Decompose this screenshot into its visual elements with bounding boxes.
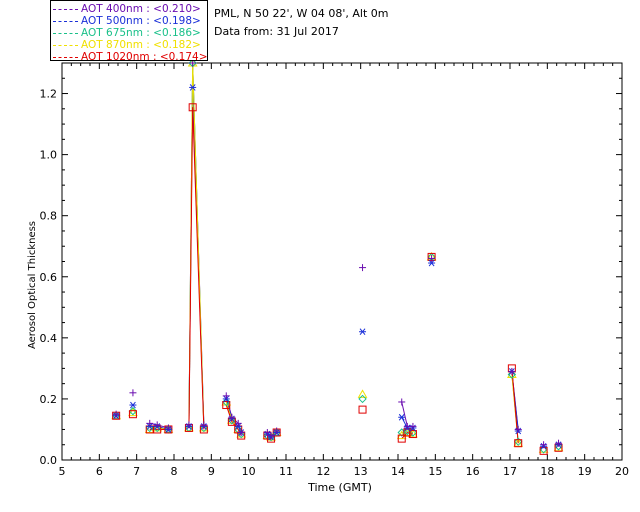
x-tick-label: 9 [208, 465, 215, 478]
legend-label-1020nm: AOT 1020nm : <0.174> [81, 51, 208, 63]
point-400nm [234, 419, 242, 427]
y-tick-label: 0.4 [40, 332, 58, 345]
point-1020nm [128, 410, 137, 419]
y-axis-label: Aerosol Optical Thickness [27, 221, 38, 349]
point-400nm [555, 439, 563, 447]
legend-swatch-870nm [53, 44, 78, 46]
series-lines [149, 62, 519, 444]
x-tick-label: 20 [615, 465, 629, 478]
x-tick-label: 18 [540, 465, 554, 478]
series-line-segment-4 [188, 107, 194, 428]
point-400nm [263, 429, 271, 437]
point-500nm [129, 401, 137, 409]
point-1020nm [514, 439, 523, 448]
legend-entry-400nm: AOT 400nm : <0.210> [53, 3, 201, 15]
point-400nm [237, 429, 245, 437]
point-1020nm [222, 401, 231, 410]
point-400nm [164, 424, 172, 432]
legend-entry-870nm: AOT 870nm : <0.182> [53, 39, 201, 51]
point-500nm-c [428, 259, 435, 267]
site-info: PML, N 50 22', W 04 08', Alt 0m [214, 7, 389, 20]
point-400nm [200, 421, 208, 429]
y-tick-label: 1.2 [40, 88, 58, 101]
x-tick-label: 13 [354, 465, 368, 478]
date-info: Data from: 31 Jul 2017 [214, 25, 339, 38]
y-tick-label: 0.2 [40, 393, 58, 406]
plot-frame [61, 62, 623, 461]
x-tick-label: 15 [428, 465, 442, 478]
x-tick-label: 5 [59, 465, 66, 478]
plot-axes: 5 6 7 8 9 10 11 12 13 14 15 16 17 18 19 20 0.0 0.2 0.4 0.6 0… [40, 62, 629, 478]
point-675nm [514, 437, 523, 446]
point-500nm [359, 328, 367, 336]
legend-label-870nm: AOT 870nm : <0.182> [81, 39, 201, 51]
point-400nm [112, 410, 120, 418]
point-400nm [409, 422, 417, 430]
point-1020nm [408, 430, 417, 439]
point-400nm [273, 427, 281, 435]
y-tick-label: 0.8 [40, 210, 58, 223]
point-675nm [539, 445, 548, 454]
legend-label-500nm: AOT 500nm : <0.198> [81, 15, 201, 27]
point-400nm [228, 413, 236, 421]
point-400nm [508, 367, 516, 375]
point-675nm [403, 426, 412, 436]
point-675nm [507, 370, 517, 379]
point-400nm [514, 425, 522, 433]
legend-label-675nm: AOT 675nm : <0.186> [81, 27, 201, 39]
legend-swatch-400nm [53, 8, 78, 10]
x-tick-label: 7 [133, 465, 140, 478]
point-500nm-c [398, 413, 405, 421]
x-tick-label: 12 [316, 465, 330, 478]
point-1020nm [358, 405, 367, 414]
x-tick-label: 10 [242, 465, 256, 478]
x-axis-label: Time (GMT) [307, 481, 372, 494]
point-400nm [359, 264, 367, 272]
point-400nm [540, 441, 548, 449]
point-1020nm [188, 103, 197, 112]
point-500nm [189, 84, 197, 91]
legend: AOT 400nm : <0.210> AOT 500nm : <0.198> … [50, 0, 208, 63]
legend-label-400nm: AOT 400nm : <0.210> [81, 3, 201, 15]
legend-entry-1020nm: AOT 1020nm : <0.174> [53, 51, 208, 63]
x-tick-label: 6 [96, 465, 103, 478]
legend-swatch-500nm [53, 20, 78, 22]
point-400nm [185, 421, 193, 429]
point-400nm [153, 421, 161, 429]
x-tick-label: 17 [503, 465, 517, 478]
y-tick-label: 1.0 [40, 149, 58, 162]
series-markers [111, 57, 564, 455]
x-tick-label: 8 [171, 465, 178, 478]
point-1020nm [397, 434, 406, 443]
point-400nm [146, 419, 154, 427]
point-500nm-c [189, 84, 196, 91]
legend-entry-675nm: AOT 675nm : <0.186> [53, 27, 201, 39]
point-675nm [222, 397, 231, 407]
y-tick-label: 0.0 [40, 454, 58, 467]
point-400nm [222, 392, 230, 400]
series-line-segment-4 [192, 107, 205, 430]
x-tick-label: 19 [578, 465, 592, 478]
legend-swatch-1020nm [53, 56, 78, 58]
x-tick-label: 11 [279, 465, 293, 478]
x-tick-label: 14 [391, 465, 405, 478]
point-400nm [267, 432, 275, 440]
point-400nm [398, 398, 406, 406]
point-870nm [357, 389, 368, 398]
y-tick-label: 0.6 [40, 271, 58, 284]
legend-swatch-675nm [53, 32, 78, 34]
legend-entry-500nm: AOT 500nm : <0.198> [53, 15, 201, 27]
point-500nm-c [130, 401, 136, 409]
point-675nm [358, 394, 367, 404]
x-tick-label: 16 [466, 465, 480, 478]
point-500nm-c [359, 328, 366, 336]
point-500nm [428, 259, 436, 267]
point-500nm [398, 413, 406, 421]
point-675nm [128, 406, 138, 416]
point-400nm [428, 254, 436, 262]
point-400nm [129, 389, 137, 397]
series-line-segment-0 [401, 401, 408, 427]
